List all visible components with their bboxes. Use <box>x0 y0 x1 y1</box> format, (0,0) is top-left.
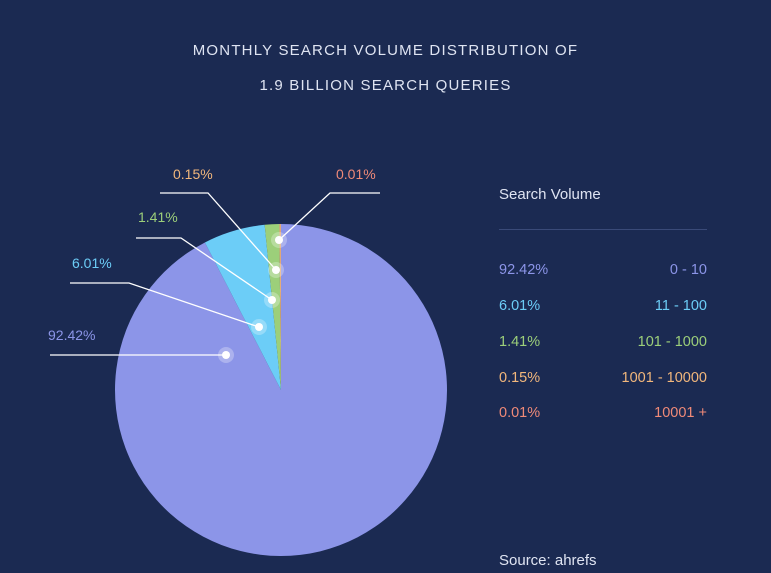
slice-label: 0.01% <box>336 166 376 182</box>
legend-row: 0.15% 1001 - 10000 <box>499 370 707 390</box>
legend-range: 11 - 100 <box>654 298 707 314</box>
legend-percent: 0.01% <box>499 405 541 421</box>
pie-slice-101-1000 <box>264 224 281 390</box>
legend-row: 6.01% 11 - 100 <box>499 298 707 318</box>
legend-range: 1001 - 10000 <box>621 370 707 386</box>
leader-line <box>160 192 277 271</box>
slice-label: 0.15% <box>173 166 213 182</box>
leader-line <box>136 237 273 301</box>
legend-percent: 0.15% <box>499 370 541 386</box>
pie-slice-11-100 <box>204 224 281 390</box>
legend-range: 10001 + <box>654 405 707 421</box>
chart-title-line-1: MONTHLY SEARCH VOLUME DISTRIBUTION OF <box>192 42 579 59</box>
legend-percent: 1.41% <box>499 334 541 350</box>
legend-percent: 92.42% <box>499 262 549 278</box>
legend-row: 92.42% 0 - 10 <box>499 262 707 282</box>
leader-dot <box>222 351 230 359</box>
legend-range: 0 - 10 <box>669 262 707 278</box>
legend-range: 101 - 1000 <box>637 334 707 350</box>
leader-dot <box>268 296 276 304</box>
leader-dot <box>275 236 283 244</box>
chart-title-line-2: 1.9 BILLION SEARCH QUERIES <box>259 77 512 94</box>
slice-label: 1.41% <box>138 209 178 225</box>
pie-slice-1001-10000 <box>279 224 281 390</box>
legend-row: 1.41% 101 - 1000 <box>499 334 707 354</box>
source-note: Source: ahrefs <box>499 552 597 569</box>
slice-label: 6.01% <box>72 255 112 271</box>
legend-divider <box>499 229 707 230</box>
leader-line <box>70 282 260 328</box>
leader-dot <box>255 323 263 331</box>
slice-label: 92.42% <box>48 327 95 343</box>
legend-row: 0.01% 10001 + <box>499 405 707 425</box>
legend-percent: 6.01% <box>499 298 541 314</box>
legend-title: Search Volume <box>499 186 601 203</box>
leader-dot <box>272 266 280 274</box>
leader-line <box>278 192 380 241</box>
